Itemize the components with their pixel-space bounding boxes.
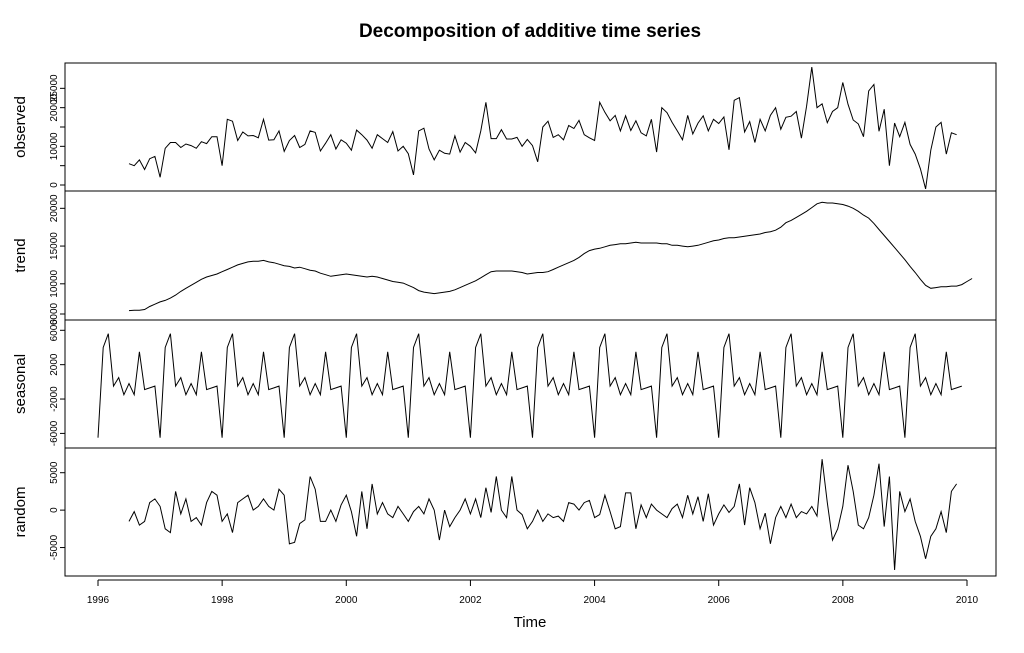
x-tick-label: 2010 (956, 595, 979, 606)
y-tick-label-seasonal: -6000 (49, 420, 60, 446)
series-line-seasonal (97, 333, 962, 438)
y-tick-label-seasonal: 2000 (49, 353, 60, 376)
chart-title: Decomposition of additive time series (359, 21, 701, 42)
panel-random: -5000 0 5000 random (12, 447, 997, 577)
y-tick-label-observed: 10000 (49, 132, 60, 160)
panel-label-observed: observed (12, 96, 29, 158)
panel-trend: 6000 10000 15000 20000 trend (12, 190, 997, 325)
y-tick-label-trend: 10000 (49, 269, 60, 297)
panel-label-seasonal: seasonal (12, 354, 29, 414)
x-tick-label: 2004 (583, 595, 606, 606)
x-tick-label: 2008 (832, 595, 855, 606)
y-tick-label-seasonal: -2000 (49, 386, 60, 412)
panel-label-trend: trend (12, 238, 29, 272)
y-tick-label-trend: 6000 (49, 302, 60, 325)
panel-frame-random (64, 447, 997, 577)
panel-frame-seasonal (64, 319, 997, 449)
panel-frame-observed (64, 62, 997, 192)
y-tick-label-observed: 0 (49, 182, 60, 188)
series-line-random (128, 459, 958, 571)
x-axis: 1996 1998 2000 2002 2004 2006 2008 2010 (87, 579, 979, 606)
x-tick-label: 2006 (708, 595, 731, 606)
y-tick-label-trend: 20000 (49, 194, 60, 222)
x-axis-label: Time (514, 614, 547, 631)
y-tick-label-trend: 15000 (49, 232, 60, 260)
panels-group: 0100002000025000observed6000100001500020… (12, 62, 997, 577)
y-tick-label-observed: 20000 (49, 93, 60, 121)
series-line-trend (128, 201, 973, 312)
x-tick-label: 1996 (87, 595, 110, 606)
series-line-observed (128, 67, 957, 190)
x-tick-label: 1998 (211, 595, 234, 606)
panel-label-random: random (12, 487, 29, 538)
x-tick-label: 2000 (335, 595, 358, 606)
y-tick-label-seasonal: 6000 (49, 319, 60, 342)
x-tick-label: 2002 (459, 595, 482, 606)
y-tick-label-random: 0 (49, 507, 60, 513)
panel-seasonal: -6000 -2000 2000 6000 seasonal (12, 319, 997, 449)
y-tick-label-random: -5000 (49, 534, 60, 560)
y-tick-label-observed: 25000 (49, 74, 60, 102)
y-tick-label-random: 5000 (49, 461, 60, 484)
